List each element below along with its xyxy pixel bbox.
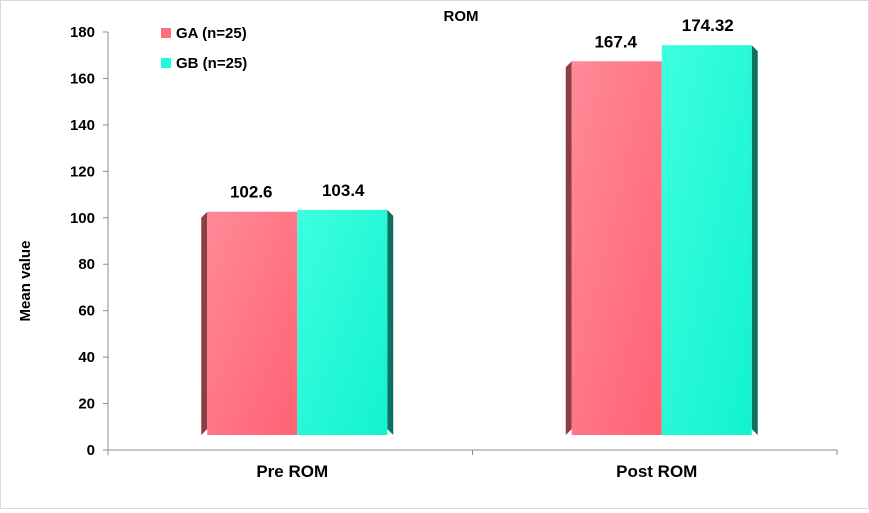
y-tick-label: 120 bbox=[70, 163, 95, 180]
y-axis-label: Mean value bbox=[17, 241, 34, 322]
bar-gb-pre-rom-side bbox=[387, 209, 394, 435]
value-labels: 102.6 103.4 167.4 174.32 bbox=[230, 16, 734, 202]
legend-item-ga: GA (n=25) bbox=[161, 25, 247, 42]
x-tick-label: Post ROM bbox=[616, 462, 697, 481]
data-label: 167.4 bbox=[594, 32, 637, 51]
data-label: 102.6 bbox=[230, 183, 273, 202]
x-ticks bbox=[107, 450, 838, 455]
y-tick-label: 0 bbox=[87, 442, 95, 459]
y-tick-label: 60 bbox=[78, 303, 95, 320]
legend-label-gb: GB (n=25) bbox=[176, 55, 247, 72]
bar-ga-pre-rom-side bbox=[201, 211, 208, 435]
y-tick-label: 80 bbox=[78, 256, 95, 273]
legend-swatch-gb bbox=[161, 58, 171, 68]
x-tick-label: Pre ROM bbox=[256, 462, 328, 481]
y-tick-label: 20 bbox=[78, 396, 95, 413]
chart-title: ROM bbox=[444, 8, 479, 25]
bar-gb-post-rom bbox=[661, 45, 752, 436]
legend-label-ga: GA (n=25) bbox=[176, 25, 247, 42]
data-label: 103.4 bbox=[322, 181, 365, 200]
y-ticks: 0 20 40 60 80 100 120 140 160 180 bbox=[70, 24, 108, 459]
y-tick-label: 160 bbox=[70, 70, 95, 87]
y-tick-label: 40 bbox=[78, 349, 95, 366]
bar-gb-pre-rom bbox=[297, 209, 388, 435]
bar-ga-post-rom bbox=[571, 61, 662, 435]
bar-ga-post-rom-side bbox=[565, 61, 572, 435]
bar-gb-post-rom-side bbox=[751, 45, 758, 436]
x-labels: Pre ROM Post ROM bbox=[256, 462, 697, 481]
y-tick-label: 100 bbox=[70, 210, 95, 227]
legend-swatch-ga bbox=[161, 28, 171, 38]
y-tick-label: 140 bbox=[70, 117, 95, 134]
legend: GA (n=25) GB (n=25) bbox=[161, 25, 247, 72]
bar-ga-pre-rom bbox=[207, 211, 298, 435]
legend-item-gb: GB (n=25) bbox=[161, 55, 247, 72]
data-label: 174.32 bbox=[682, 16, 734, 35]
y-tick-label: 180 bbox=[70, 24, 95, 41]
bars bbox=[201, 45, 758, 436]
